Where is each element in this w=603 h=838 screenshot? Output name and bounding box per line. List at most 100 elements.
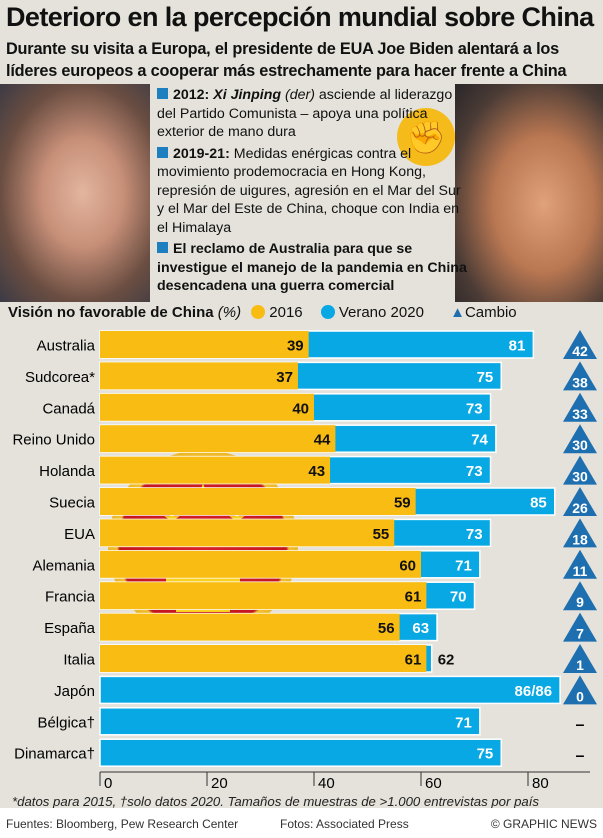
bar-2016 (100, 488, 416, 515)
bullet-year: 2019-21: (173, 145, 230, 162)
footnote: *datos para 2015, †solo datos 2020. Tama… (12, 794, 539, 809)
bullet-australia: El reclamo de Australia para que se inve… (157, 240, 477, 296)
value-label-2016: 55 (373, 526, 390, 543)
change-triangle-icon (563, 518, 597, 548)
x-tick-label: 60 (425, 775, 442, 792)
bar-2016 (100, 519, 395, 547)
legend-2016-swatch (251, 305, 266, 319)
subtitle-line: Durante su visita a Europa, el president… (6, 40, 560, 58)
category-label: Australia (37, 338, 96, 355)
value-label-2020: 71 (455, 557, 472, 574)
change-triangle-icon (563, 330, 597, 359)
xi-jinping-photo (455, 84, 603, 302)
bullet-square-icon (157, 242, 168, 253)
bar-2016 (100, 613, 400, 641)
change-value: 18 (572, 531, 588, 547)
change-value: 11 (573, 563, 588, 579)
change-value: 38 (572, 374, 588, 390)
change-value: 0 (576, 688, 584, 704)
photo-credit: Fotos: Associated Press (280, 817, 409, 831)
category-label: Holanda (39, 463, 96, 480)
category-label: Bélgica† (37, 714, 95, 731)
subtitle-line: líderes europeos a cooperar más estrecha… (6, 62, 567, 80)
legend-change-triangle-icon: ▲ (450, 304, 465, 321)
bar-2016 (100, 582, 427, 610)
bullet-square-icon (157, 146, 168, 158)
bullet-text: asciende al liderazgo del Partido Comuni… (157, 87, 453, 140)
copyright: © GRAPHIC NEWS (490, 817, 597, 831)
bullet-2019: 2019-21: Medidas enérgicas contra el mov… (157, 145, 467, 238)
title: Deterioro en la percepción mundial sobre… (6, 2, 594, 32)
bar-2020 (99, 738, 502, 767)
change-value: 30 (572, 469, 588, 485)
sources-bar: Fuentes: Bloomberg, Pew Research Center … (0, 808, 603, 838)
value-label-2020: 73 (466, 463, 483, 480)
value-label-2016: 61 (405, 589, 422, 606)
bar-2016 (100, 645, 427, 672)
value-label-2016: 44 (314, 432, 331, 449)
bullet-name: Xi Jinping (213, 87, 282, 103)
bullet-text: El reclamo de Australia para que se inve… (157, 241, 467, 294)
bar-2016 (100, 393, 314, 421)
bullet-list: 2012: Xi Jinping (der) asciende al lider… (157, 86, 467, 299)
change-triangle-icon (563, 581, 597, 611)
value-label-2016: 37 (276, 369, 293, 386)
value-label-2020: 81 (509, 338, 526, 355)
value-label-2020: 75 (477, 369, 494, 386)
bar-2020 (99, 675, 561, 705)
value-label-2020: 85 (530, 495, 547, 512)
category-label: Francia (45, 589, 96, 606)
value-label-2020: 73 (466, 526, 483, 543)
value-label-2016: 61 (405, 652, 422, 669)
category-label: EUA (64, 526, 95, 543)
biden-photo (0, 84, 150, 302)
chart-unit: (%) (217, 304, 242, 321)
legend-2016: 2016 (269, 304, 303, 321)
legend-change: Cambio (464, 304, 517, 321)
change-triangle-icon (563, 392, 597, 422)
value-label-2020: 62 (438, 652, 455, 669)
category-label: Sudcorea* (25, 369, 95, 386)
bar-2016 (100, 550, 421, 578)
category-label: España (44, 620, 96, 637)
x-tick-label: 80 (532, 775, 549, 792)
bullet-paren: (der) (285, 87, 315, 103)
change-triangle-icon (563, 612, 597, 642)
chart-legend: Visión no favorable de China (%) 2016 Ve… (8, 304, 517, 321)
change-value: 26 (572, 500, 588, 516)
value-label-2016: 56 (378, 620, 395, 637)
bar-2016 (100, 331, 309, 358)
category-label: Dinamarca† (14, 746, 95, 763)
value-label-2016: 39 (287, 338, 304, 355)
value-label-2016: 40 (292, 400, 309, 417)
value-label-2016: 60 (399, 557, 416, 574)
change-value: 42 (572, 343, 588, 359)
bar-2016 (100, 456, 331, 484)
subtitle: Durante su visita a Europa, el president… (6, 38, 567, 82)
value-label-2020: 74 (471, 432, 488, 449)
change-triangle-icon (563, 644, 597, 673)
bar-2020 (99, 707, 481, 736)
change-value: – (576, 716, 585, 733)
category-label: Italia (63, 652, 95, 669)
chart-title: Visión no favorable de China (8, 304, 214, 321)
value-label-2020: 73 (466, 400, 483, 417)
category-label: Japón (54, 683, 95, 700)
raised-fist-icon: ✊ (397, 108, 455, 166)
category-label: Alemania (32, 557, 95, 574)
change-triangle-icon (563, 675, 597, 705)
value-label-2020: 63 (412, 620, 429, 637)
legend-2020-swatch (320, 305, 335, 319)
change-value: 7 (576, 626, 584, 642)
change-triangle-icon (563, 361, 597, 391)
category-label: Suecia (49, 495, 96, 512)
change-value: 33 (572, 406, 588, 422)
bar-2016 (100, 425, 336, 453)
change-triangle-icon (563, 549, 597, 579)
value-label-2020: 75 (477, 746, 494, 763)
value-label-2020: 70 (450, 589, 467, 606)
bullet-year: 2012: (173, 87, 210, 103)
value-label-2020: 71 (455, 714, 472, 731)
bar-2016 (100, 362, 298, 390)
